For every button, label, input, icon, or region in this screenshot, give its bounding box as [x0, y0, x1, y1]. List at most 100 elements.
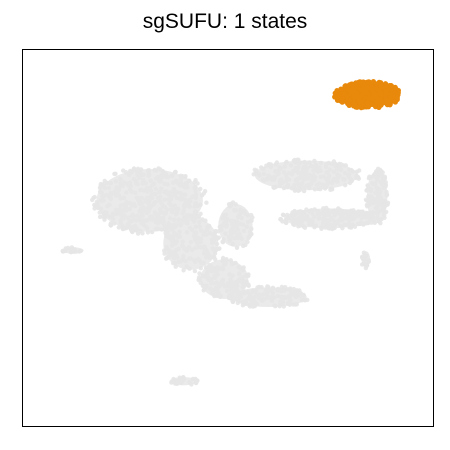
point	[104, 192, 109, 198]
point	[207, 263, 212, 268]
point	[245, 219, 251, 225]
point	[157, 190, 162, 195]
point	[186, 256, 192, 261]
point	[310, 219, 315, 224]
point	[378, 208, 383, 213]
point	[264, 292, 270, 297]
point	[331, 162, 337, 167]
point	[226, 202, 232, 207]
point	[335, 179, 340, 184]
point	[255, 285, 260, 290]
point	[191, 194, 196, 199]
point	[241, 268, 246, 273]
point	[209, 281, 214, 286]
point	[200, 283, 205, 288]
point	[201, 232, 206, 237]
point	[180, 239, 185, 244]
point	[230, 241, 235, 247]
point	[365, 187, 370, 192]
point	[279, 177, 284, 182]
point	[218, 293, 223, 299]
point	[104, 180, 109, 185]
point	[135, 173, 140, 178]
point	[382, 176, 388, 181]
point	[166, 192, 171, 197]
point	[166, 197, 171, 202]
point	[123, 181, 129, 186]
point	[201, 288, 206, 293]
point	[245, 289, 251, 295]
point	[175, 255, 180, 260]
point	[178, 259, 183, 264]
point	[246, 235, 251, 241]
point	[202, 248, 207, 254]
point	[329, 215, 334, 221]
point	[347, 225, 352, 230]
point	[60, 249, 66, 254]
point	[267, 288, 273, 293]
point	[187, 380, 192, 385]
point	[378, 102, 384, 108]
point	[346, 213, 351, 219]
point	[240, 275, 245, 280]
point	[149, 192, 154, 198]
point	[99, 190, 105, 195]
point	[354, 104, 360, 110]
point	[356, 221, 361, 227]
point	[158, 167, 163, 172]
point	[207, 230, 212, 236]
point	[325, 219, 330, 224]
point	[145, 189, 150, 194]
point	[280, 300, 286, 305]
point	[113, 207, 119, 212]
point	[121, 226, 126, 231]
point	[193, 377, 198, 383]
point	[150, 183, 155, 188]
point	[269, 298, 275, 304]
point	[357, 80, 363, 87]
point	[323, 164, 329, 170]
point	[377, 187, 382, 192]
point	[316, 213, 322, 218]
point	[338, 162, 344, 167]
point	[164, 256, 169, 261]
point	[118, 203, 124, 208]
point	[192, 258, 197, 263]
point	[174, 195, 179, 200]
point	[366, 176, 372, 181]
point	[127, 200, 133, 206]
point	[77, 249, 82, 254]
point	[185, 221, 190, 226]
point	[305, 297, 310, 303]
point	[371, 197, 377, 202]
point	[192, 185, 197, 191]
point	[161, 220, 166, 225]
point	[197, 277, 202, 282]
point	[141, 218, 146, 223]
point	[256, 172, 262, 177]
point	[144, 210, 149, 215]
point	[298, 174, 304, 179]
point	[167, 201, 172, 206]
point	[235, 220, 240, 225]
point	[302, 225, 308, 230]
point	[188, 239, 194, 245]
point	[195, 214, 201, 219]
point	[212, 293, 217, 299]
point	[248, 297, 253, 302]
point	[307, 160, 312, 165]
point	[168, 223, 173, 228]
point	[185, 185, 190, 190]
point	[324, 170, 329, 175]
point	[127, 172, 132, 178]
point	[156, 212, 161, 217]
point	[110, 212, 116, 217]
point	[288, 163, 294, 168]
point	[127, 219, 132, 224]
point	[286, 177, 292, 182]
point	[157, 179, 162, 184]
point	[321, 174, 326, 179]
point	[375, 211, 380, 216]
point	[286, 301, 291, 307]
point	[133, 190, 138, 196]
